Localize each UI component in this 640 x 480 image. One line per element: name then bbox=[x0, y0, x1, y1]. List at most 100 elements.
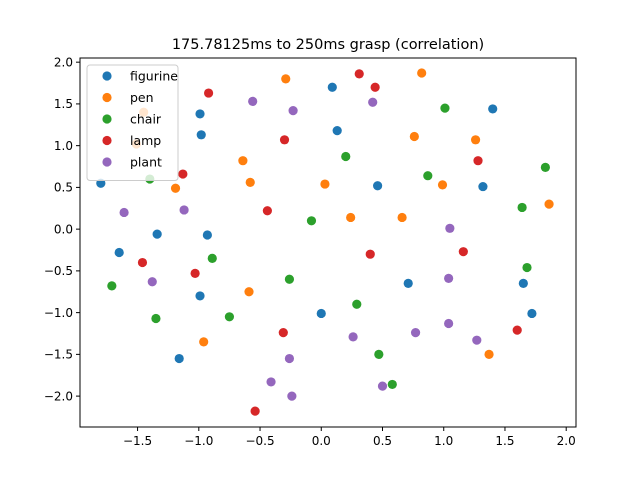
legend-marker-pen bbox=[102, 92, 112, 103]
point-figurine-0 bbox=[327, 82, 337, 92]
x-tick-label: −1.0 bbox=[184, 434, 213, 448]
y-tick-label: 0.0 bbox=[54, 222, 73, 236]
point-chair-3 bbox=[423, 171, 433, 181]
point-plant-9 bbox=[444, 318, 454, 329]
point-figurine-13 bbox=[195, 291, 205, 301]
point-pen-10 bbox=[437, 180, 448, 190]
point-plant-3 bbox=[179, 205, 189, 215]
point-chair-1 bbox=[341, 151, 351, 162]
y-tick-label: −1.0 bbox=[44, 306, 73, 320]
x-tick-label: −0.5 bbox=[245, 434, 274, 448]
point-chair-2 bbox=[540, 162, 550, 172]
point-plant-4 bbox=[119, 207, 129, 218]
point-lamp-0 bbox=[354, 69, 364, 79]
point-plant-6 bbox=[147, 277, 157, 287]
x-tick-label: −1.5 bbox=[123, 434, 152, 448]
point-plant-2 bbox=[288, 106, 298, 116]
point-pen-6 bbox=[238, 156, 248, 166]
point-plant-5 bbox=[445, 223, 455, 233]
point-figurine-1 bbox=[488, 104, 498, 114]
point-pen-12 bbox=[346, 212, 356, 223]
point-chair-5 bbox=[517, 202, 527, 213]
y-tick-label: −1.5 bbox=[44, 348, 73, 362]
point-lamp-7 bbox=[458, 247, 468, 257]
legend: figurine pen chair lamp plant bbox=[86, 64, 179, 181]
point-plant-15 bbox=[287, 391, 297, 401]
point-pen-11 bbox=[544, 199, 554, 209]
point-pen-13 bbox=[397, 212, 407, 223]
point-pen-7 bbox=[245, 177, 255, 187]
y-tick-label: −2.0 bbox=[44, 389, 73, 403]
x-tick-label: 0.5 bbox=[373, 434, 392, 448]
point-lamp-10 bbox=[190, 268, 200, 278]
point-lamp-11 bbox=[278, 328, 288, 338]
point-figurine-14 bbox=[316, 308, 326, 319]
point-lamp-4 bbox=[473, 156, 483, 166]
point-figurine-10 bbox=[114, 247, 124, 258]
legend-marker-plant bbox=[102, 157, 112, 167]
point-figurine-12 bbox=[518, 278, 528, 289]
point-chair-15 bbox=[387, 379, 397, 390]
y-tick-label: 1.5 bbox=[54, 97, 73, 111]
x-tick-label: 1.0 bbox=[434, 434, 453, 448]
point-chair-12 bbox=[151, 313, 161, 324]
point-chair-0 bbox=[440, 103, 450, 113]
y-tick-label: 1.0 bbox=[54, 139, 73, 153]
y-tick-label: 0.5 bbox=[54, 181, 73, 195]
point-figurine-7 bbox=[478, 181, 488, 192]
point-figurine-8 bbox=[152, 229, 162, 239]
point-plant-12 bbox=[284, 353, 295, 364]
point-pen-5 bbox=[470, 135, 481, 145]
point-figurine-15 bbox=[527, 308, 537, 319]
y-axis-ticks: −2.0 −1.5 −1.0 −0.5 0.0 0.5 1.0 1.5 2.0 bbox=[44, 55, 80, 403]
point-plant-14 bbox=[377, 381, 388, 391]
point-lamp-5 bbox=[178, 169, 188, 179]
point-figurine-9 bbox=[202, 230, 212, 240]
point-figurine-3 bbox=[196, 130, 206, 140]
x-axis-ticks: −1.5 −1.0 −0.5 0.0 0.5 1.0 1.5 2.0 bbox=[123, 427, 576, 448]
point-pen-8 bbox=[170, 183, 181, 193]
point-chair-6 bbox=[306, 216, 317, 226]
point-lamp-3 bbox=[279, 135, 290, 145]
legend-marker-figurine bbox=[102, 71, 112, 81]
point-lamp-9 bbox=[137, 257, 148, 268]
legend-label-chair: chair bbox=[130, 112, 162, 127]
point-pen-1 bbox=[281, 74, 291, 84]
chart-title: 175.78125ms to 250ms grasp (correlation) bbox=[172, 37, 484, 53]
point-pen-0 bbox=[417, 68, 427, 78]
point-plant-1 bbox=[368, 97, 378, 107]
point-chair-9 bbox=[284, 274, 295, 284]
plot-frame bbox=[79, 57, 577, 428]
point-lamp-1 bbox=[370, 82, 380, 92]
point-pen-15 bbox=[199, 337, 209, 347]
point-plant-13 bbox=[266, 377, 276, 387]
x-tick-label: 2.0 bbox=[557, 434, 576, 448]
point-chair-13 bbox=[224, 312, 235, 322]
point-pen-14 bbox=[244, 287, 254, 297]
legend-label-plant: plant bbox=[130, 155, 162, 170]
y-tick-label: −0.5 bbox=[44, 264, 73, 278]
point-figurine-2 bbox=[195, 109, 205, 119]
point-pen-9 bbox=[320, 179, 330, 189]
legend-marker-lamp bbox=[102, 135, 112, 146]
point-chair-8 bbox=[522, 262, 532, 273]
legend-label-lamp: lamp bbox=[130, 133, 161, 148]
point-plant-7 bbox=[444, 273, 454, 283]
point-lamp-12 bbox=[512, 325, 522, 335]
point-figurine-6 bbox=[373, 181, 383, 191]
point-figurine-4 bbox=[332, 126, 342, 136]
point-lamp-6 bbox=[262, 206, 272, 216]
point-pen-16 bbox=[484, 349, 494, 359]
y-tick-label: 2.0 bbox=[54, 55, 73, 69]
point-chair-14 bbox=[374, 349, 384, 359]
point-chair-11 bbox=[352, 299, 362, 309]
x-tick-label: 0.0 bbox=[312, 434, 331, 448]
point-lamp-2 bbox=[203, 88, 214, 98]
point-plant-8 bbox=[410, 328, 421, 338]
legend-label-figurine: figurine bbox=[130, 69, 178, 84]
point-lamp-13 bbox=[250, 406, 260, 416]
point-lamp-8 bbox=[365, 249, 375, 259]
point-figurine-11 bbox=[403, 278, 413, 289]
point-plant-0 bbox=[248, 96, 258, 107]
legend-label-pen: pen bbox=[130, 90, 154, 105]
